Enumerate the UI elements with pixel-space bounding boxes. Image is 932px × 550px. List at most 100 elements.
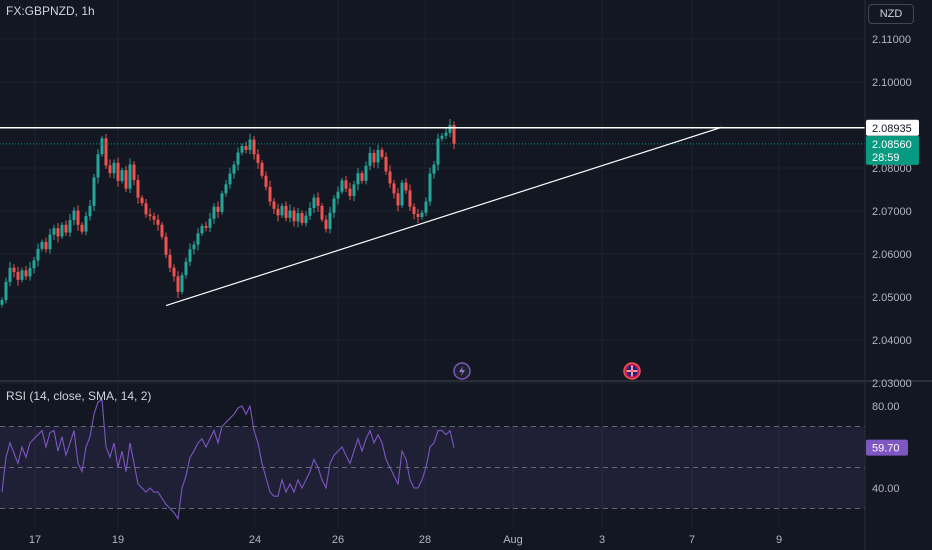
candle[interactable]: [208, 212, 212, 233]
candle[interactable]: [240, 143, 244, 156]
candle[interactable]: [60, 222, 64, 239]
candle[interactable]: [316, 192, 320, 212]
candle[interactable]: [40, 239, 44, 252]
candle[interactable]: [356, 168, 360, 191]
candle[interactable]: [44, 237, 48, 253]
candle[interactable]: [264, 171, 268, 191]
candle[interactable]: [424, 197, 428, 217]
candle[interactable]: [12, 264, 16, 278]
candle[interactable]: [172, 264, 176, 282]
candle[interactable]: [100, 135, 104, 157]
candle[interactable]: [272, 198, 276, 215]
candle[interactable]: [332, 195, 336, 218]
candle[interactable]: [56, 223, 60, 243]
candle[interactable]: [16, 266, 20, 286]
candle[interactable]: [304, 211, 308, 227]
candle[interactable]: [112, 159, 116, 179]
candle[interactable]: [68, 214, 72, 237]
candle[interactable]: [32, 257, 36, 274]
candle[interactable]: [24, 266, 28, 280]
candle[interactable]: [200, 223, 204, 236]
candle[interactable]: [192, 241, 196, 255]
candle[interactable]: [412, 203, 416, 220]
candle[interactable]: [280, 203, 284, 218]
candle[interactable]: [160, 222, 164, 240]
candle[interactable]: [72, 207, 76, 226]
candle[interactable]: [8, 261, 12, 287]
candle[interactable]: [80, 222, 84, 235]
candle[interactable]: [216, 201, 220, 218]
candle[interactable]: [364, 161, 368, 185]
candle[interactable]: [344, 176, 348, 193]
candle[interactable]: [124, 165, 128, 193]
candle[interactable]: [452, 121, 456, 150]
candle[interactable]: [108, 159, 112, 178]
candle[interactable]: [388, 165, 392, 188]
candle[interactable]: [228, 167, 232, 189]
candle[interactable]: [416, 208, 420, 224]
candle[interactable]: [284, 201, 288, 222]
candle[interactable]: [260, 160, 264, 179]
candle[interactable]: [396, 188, 400, 212]
currency-button[interactable]: NZD: [868, 4, 914, 24]
candle[interactable]: [440, 133, 444, 142]
candle[interactable]: [136, 174, 140, 204]
candle[interactable]: [224, 180, 228, 197]
candle[interactable]: [324, 215, 328, 233]
candle[interactable]: [236, 147, 240, 171]
candle[interactable]: [132, 161, 136, 186]
candle[interactable]: [4, 277, 8, 304]
candle[interactable]: [276, 203, 280, 222]
candle[interactable]: [64, 220, 68, 236]
candle[interactable]: [312, 194, 316, 214]
candle[interactable]: [152, 212, 156, 225]
candle[interactable]: [404, 178, 408, 194]
candle[interactable]: [292, 207, 296, 227]
candle[interactable]: [384, 152, 388, 175]
candle[interactable]: [408, 184, 412, 211]
candle[interactable]: [308, 201, 312, 221]
candle[interactable]: [444, 128, 448, 140]
candle[interactable]: [92, 174, 96, 211]
candle[interactable]: [336, 186, 340, 205]
candle[interactable]: [256, 149, 260, 169]
candle[interactable]: [144, 198, 148, 218]
candle[interactable]: [360, 170, 364, 184]
candle[interactable]: [348, 182, 352, 201]
candle[interactable]: [400, 180, 404, 208]
candle[interactable]: [36, 243, 40, 267]
rsi-indicator-title[interactable]: RSI (14, close, SMA, 14, 2): [6, 389, 152, 403]
candle[interactable]: [328, 206, 332, 234]
candle[interactable]: [352, 180, 356, 202]
candle[interactable]: [164, 232, 168, 259]
candle[interactable]: [420, 210, 424, 220]
candle[interactable]: [104, 134, 108, 169]
candle[interactable]: [0, 297, 4, 308]
current-price-tag[interactable]: [866, 135, 919, 165]
candle[interactable]: [436, 133, 440, 171]
candle[interactable]: [156, 214, 160, 231]
candle[interactable]: [296, 207, 300, 228]
candle[interactable]: [212, 203, 216, 224]
candle[interactable]: [184, 257, 188, 279]
candle[interactable]: [176, 271, 180, 298]
candle[interactable]: [120, 167, 124, 184]
candle[interactable]: [84, 211, 88, 236]
candle[interactable]: [140, 195, 144, 206]
candle[interactable]: [372, 149, 376, 168]
candle[interactable]: [376, 144, 380, 169]
candle[interactable]: [432, 161, 436, 179]
candle[interactable]: [340, 177, 344, 195]
candle[interactable]: [52, 224, 56, 240]
ascending-trendline[interactable]: [165, 126, 723, 307]
candle[interactable]: [232, 161, 236, 179]
candle[interactable]: [196, 228, 200, 251]
economic-event-lightning[interactable]: [453, 362, 471, 380]
candle[interactable]: [180, 272, 184, 295]
candle[interactable]: [204, 221, 208, 232]
candle[interactable]: [380, 147, 384, 160]
candle[interactable]: [148, 208, 152, 221]
candle[interactable]: [88, 199, 92, 221]
candle[interactable]: [116, 157, 120, 187]
